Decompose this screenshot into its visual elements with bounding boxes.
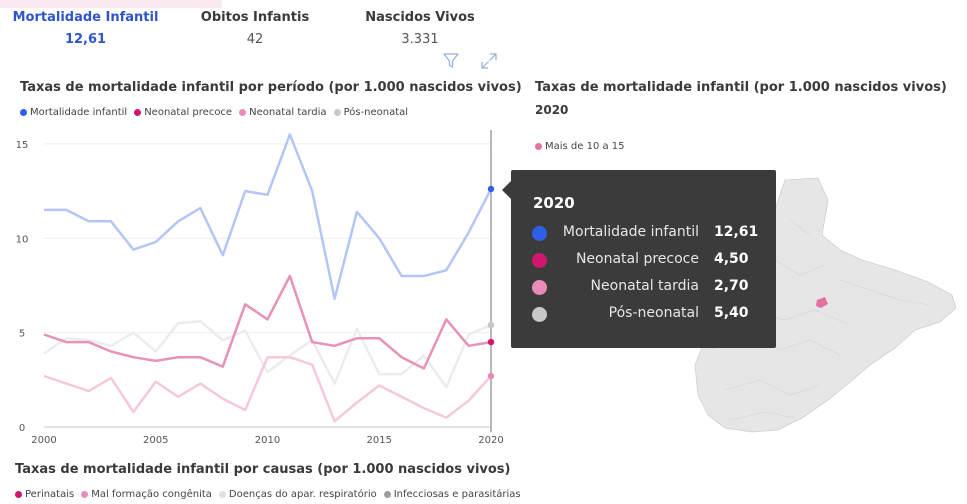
series-line-neonatal-tardia bbox=[43, 355, 492, 423]
tooltip-dot bbox=[532, 253, 547, 268]
legend-label: Neonatal precoce bbox=[144, 107, 233, 118]
legend-dot bbox=[333, 109, 341, 116]
legend-dot bbox=[383, 491, 391, 498]
causes-chart-legend: Perinatais Mal formação congênita Doença… bbox=[15, 489, 528, 500]
series-point-highlight bbox=[487, 185, 495, 193]
legend-item-perinatais[interactable]: Perinatais bbox=[15, 489, 74, 500]
kpi-value: 12,61 bbox=[64, 32, 107, 47]
legend-label: Doenças do apar. respiratório bbox=[228, 489, 377, 500]
legend-item-doencas-respiratorio[interactable]: Doenças do apar. respiratório bbox=[218, 489, 377, 500]
map-region-borders bbox=[709, 219, 931, 421]
y-tick-label: 5 bbox=[19, 329, 25, 340]
line-chart-title: Taxas de mortalidade infantil por períod… bbox=[20, 80, 522, 95]
x-tick-label: 2020 bbox=[478, 435, 503, 446]
tooltip-year: 2020 bbox=[533, 194, 575, 212]
legend-item-neonatal-precoce[interactable]: Neonatal precoce bbox=[134, 107, 232, 118]
tooltip-dot bbox=[532, 307, 547, 322]
map-chart-year: 2020 bbox=[535, 103, 569, 117]
series-point-highlight bbox=[487, 372, 495, 380]
map-legend: Mais de 10 a 15 bbox=[535, 141, 632, 152]
kpi-label: Nascidos Vivos bbox=[365, 10, 475, 25]
series-point-highlight bbox=[487, 338, 495, 346]
kpi-value: 3.331 bbox=[401, 32, 439, 47]
series-line-mortalidade-infantil bbox=[44, 133, 493, 300]
series-line-neonatal-precoce bbox=[43, 274, 492, 370]
legend-item-mortalidade-infantil[interactable]: Mortalidade infantil bbox=[20, 107, 127, 118]
kpi-obitos-infantis[interactable]: Obitos Infantis 42 bbox=[190, 10, 320, 47]
tooltip-value: 12,61 bbox=[714, 224, 759, 240]
tooltip-value: 2,70 bbox=[714, 278, 749, 294]
legend-item-neonatal-tardia[interactable]: Neonatal tardia bbox=[239, 107, 327, 118]
map-chart-title: Taxas de mortalidade infantil (por 1.000… bbox=[535, 80, 947, 95]
legend-item-infecciosas[interactable]: Infecciosas e parasitárias bbox=[383, 489, 521, 500]
tooltip-dot bbox=[532, 226, 547, 241]
visual-header-icons bbox=[442, 52, 502, 72]
series-line-p-s-neonatal bbox=[43, 320, 492, 389]
filter-icon[interactable] bbox=[442, 52, 460, 70]
tooltip-row-neonatal-tardia: Neonatal tardia 2,70 bbox=[511, 276, 776, 300]
top-accent-bar bbox=[0, 0, 222, 8]
tooltip-label: Neonatal precoce bbox=[575, 251, 699, 267]
legend-label: Mal formação congênita bbox=[91, 489, 212, 500]
legend-item-pos-neonatal[interactable]: Pós-neonatal bbox=[333, 107, 409, 118]
tooltip-label: Pós-neonatal bbox=[608, 305, 699, 321]
legend-item-mal-formacao[interactable]: Mal formação congênita bbox=[81, 489, 212, 500]
kpi-nascidos-vivos[interactable]: Nascidos Vivos 3.331 bbox=[350, 10, 490, 47]
kpi-value: 42 bbox=[246, 32, 264, 47]
legend-label: Perinatais bbox=[25, 489, 75, 500]
kpi-mortalidade-infantil[interactable]: Mortalidade Infantil 12,61 bbox=[8, 10, 163, 47]
causes-chart-title: Taxas de mortalidade infantil por causas… bbox=[15, 462, 511, 477]
legend-dot bbox=[239, 109, 247, 116]
tooltip-value: 4,50 bbox=[714, 251, 749, 267]
legend-label: Mortalidade infantil bbox=[30, 107, 128, 118]
kpi-label: Mortalidade Infantil bbox=[12, 10, 159, 25]
line-chart[interactable]: 0 5 10 15 2000 2005 2010 2015 2020 bbox=[0, 125, 510, 450]
legend-dot bbox=[15, 491, 22, 498]
x-tick-label: 2005 bbox=[143, 435, 168, 446]
tooltip-row-mortalidade-infantil: Mortalidade infantil 12,61 bbox=[511, 222, 776, 246]
legend-dot bbox=[535, 143, 542, 150]
y-tick-label: 0 bbox=[19, 423, 25, 434]
tooltip-label: Mortalidade infantil bbox=[562, 224, 699, 240]
legend-dot bbox=[218, 491, 226, 498]
state-map[interactable] bbox=[690, 150, 967, 450]
tooltip-dot bbox=[532, 280, 547, 295]
tooltip-row-neonatal-precoce: Neonatal precoce 4,50 bbox=[511, 249, 776, 273]
map-highlight-municipality bbox=[816, 297, 828, 308]
legend-dot bbox=[134, 109, 142, 116]
legend-dot bbox=[81, 491, 89, 498]
chart-tooltip: 2020 Mortalidade infantil 12,61 Neonatal… bbox=[502, 170, 776, 348]
legend-label: Pós-neonatal bbox=[343, 107, 409, 118]
tooltip-label: Neonatal tardia bbox=[590, 278, 699, 294]
tooltip-value: 5,40 bbox=[714, 305, 749, 321]
series-point-highlight bbox=[487, 321, 495, 329]
legend-label: Neonatal tardia bbox=[249, 107, 327, 118]
legend-item-mais-de-10-a-15[interactable]: Mais de 10 a 15 bbox=[535, 141, 625, 152]
y-tick-label: 15 bbox=[16, 140, 29, 151]
x-tick-label: 2000 bbox=[31, 435, 56, 446]
legend-label: Infecciosas e parasitárias bbox=[393, 489, 521, 500]
line-chart-legend: Mortalidade infantil Neonatal precoce Ne… bbox=[20, 107, 415, 118]
legend-dot bbox=[20, 109, 27, 116]
tooltip-row-pos-neonatal: Pós-neonatal 5,40 bbox=[511, 303, 776, 327]
legend-label: Mais de 10 a 15 bbox=[545, 141, 625, 152]
x-tick-label: 2015 bbox=[367, 435, 392, 446]
x-tick-label: 2010 bbox=[255, 435, 280, 446]
focus-mode-icon[interactable] bbox=[480, 52, 498, 70]
y-tick-label: 10 bbox=[16, 234, 29, 245]
kpi-label: Obitos Infantis bbox=[200, 10, 310, 25]
